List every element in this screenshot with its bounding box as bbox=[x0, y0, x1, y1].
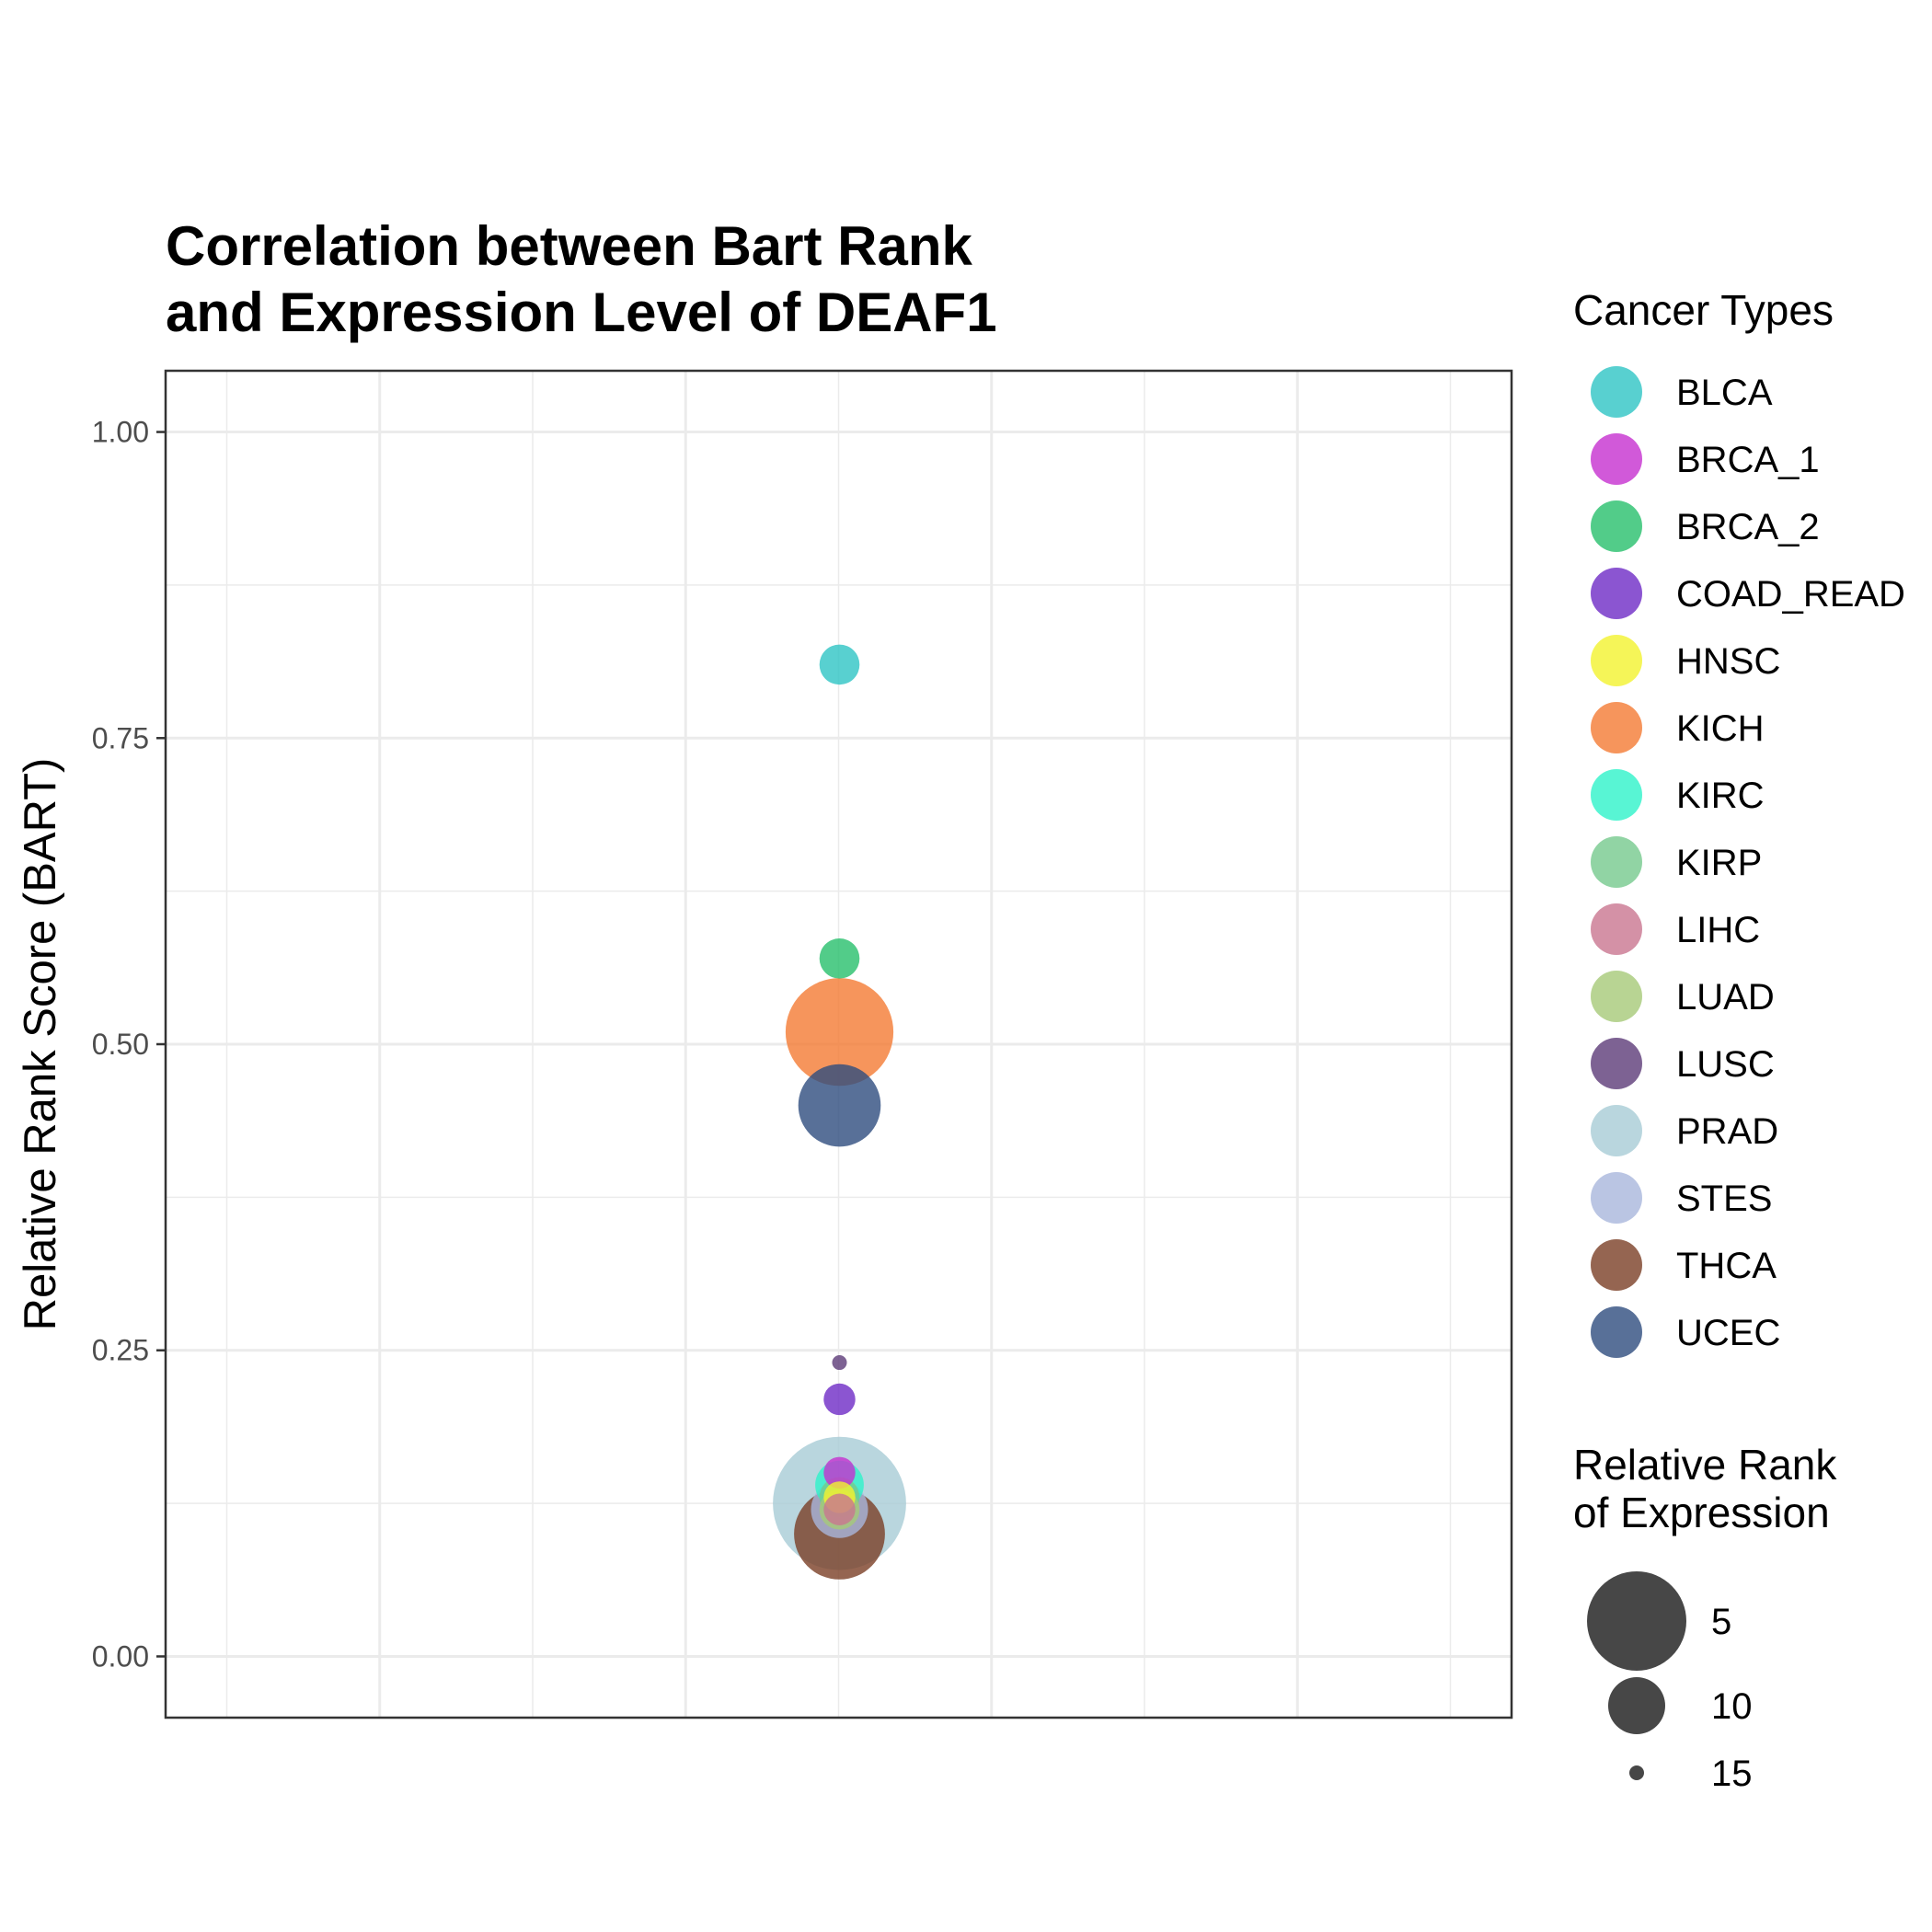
color-legend: BLCA BRCA_1 BRCA_2 COAD_READ HNSC KICH KIRC KIR… bbox=[1591, 366, 1905, 1358]
legend-label-thca: THCA bbox=[1676, 1246, 1777, 1286]
legend-label-brca-2: BRCA_2 bbox=[1676, 507, 1820, 547]
legend-key-hnsc bbox=[1591, 635, 1642, 686]
size-legend-title-line-2: of Expression bbox=[1573, 1489, 1830, 1536]
y-tick-label: 0.25 bbox=[92, 1334, 149, 1367]
legend-key-kirp bbox=[1591, 836, 1642, 888]
chart-title-line-2: and Expression Level of DEAF1 bbox=[166, 282, 997, 343]
size-label-15: 15 bbox=[1711, 1754, 1753, 1794]
legend-label-hnsc: HNSC bbox=[1676, 641, 1780, 682]
color-legend-title: Cancer Types bbox=[1573, 286, 1834, 334]
chart-title-line-1: Correlation between Bart Rank bbox=[166, 215, 972, 277]
size-key-5 bbox=[1587, 1571, 1686, 1671]
y-tick-label: 0.50 bbox=[92, 1028, 149, 1061]
legend-key-lihc bbox=[1591, 903, 1642, 955]
legend-label-kich: KICH bbox=[1676, 708, 1765, 749]
size-key-10 bbox=[1608, 1677, 1665, 1734]
legend-key-thca bbox=[1591, 1239, 1642, 1291]
legend-key-coad-read bbox=[1591, 568, 1642, 619]
size-label-5: 5 bbox=[1711, 1602, 1731, 1642]
legend-label-kirp: KIRP bbox=[1676, 843, 1762, 883]
legend-key-kich bbox=[1591, 702, 1642, 753]
legend-key-brca-1 bbox=[1591, 433, 1642, 485]
legend-label-ucec: UCEC bbox=[1676, 1313, 1780, 1353]
legend-label-prad: PRAD bbox=[1676, 1111, 1778, 1152]
legend-label-coad-read: COAD_READ bbox=[1676, 574, 1905, 615]
point-blca bbox=[819, 644, 860, 685]
size-legend-title-line-1: Relative Rank bbox=[1573, 1441, 1837, 1489]
size-label-10: 10 bbox=[1711, 1686, 1753, 1727]
y-tick-label: 0.75 bbox=[92, 721, 149, 754]
legend-key-lusc bbox=[1591, 1038, 1642, 1089]
legend-key-prad bbox=[1591, 1105, 1642, 1156]
legend-label-luad: LUAD bbox=[1676, 977, 1775, 1018]
legend-label-lihc: LIHC bbox=[1676, 910, 1760, 950]
legend-key-kirc bbox=[1591, 769, 1642, 821]
point-kich bbox=[785, 978, 894, 1087]
legend-key-stes bbox=[1591, 1172, 1642, 1224]
y-axis: 0.00 0.25 0.50 0.75 1.00 bbox=[92, 416, 166, 1673]
legend-key-brca-2 bbox=[1591, 500, 1642, 552]
legend-key-luad bbox=[1591, 971, 1642, 1022]
point-coad-read bbox=[823, 1383, 856, 1416]
data-points bbox=[773, 644, 906, 1580]
point-brca-2 bbox=[819, 938, 860, 979]
point-brca-1 bbox=[823, 1456, 856, 1489]
legend-key-blca bbox=[1591, 366, 1642, 418]
size-key-15 bbox=[1629, 1765, 1644, 1780]
size-legend: 5 10 15 bbox=[1587, 1571, 1753, 1794]
y-tick-label: 1.00 bbox=[92, 416, 149, 449]
legend-label-kirc: KIRC bbox=[1676, 776, 1765, 816]
y-axis-label: Relative Rank Score (BART) bbox=[16, 758, 65, 1331]
point-ucec bbox=[798, 1064, 881, 1147]
legend-label-blca: BLCA bbox=[1676, 373, 1773, 413]
legend-label-stes: STES bbox=[1676, 1179, 1772, 1219]
point-lusc bbox=[832, 1355, 847, 1371]
legend-label-brca-1: BRCA_1 bbox=[1676, 440, 1820, 480]
point-lihc bbox=[823, 1493, 856, 1525]
y-tick-label: 0.00 bbox=[92, 1639, 149, 1673]
legend-label-lusc: LUSC bbox=[1676, 1044, 1775, 1085]
legend-key-ucec bbox=[1591, 1306, 1642, 1358]
